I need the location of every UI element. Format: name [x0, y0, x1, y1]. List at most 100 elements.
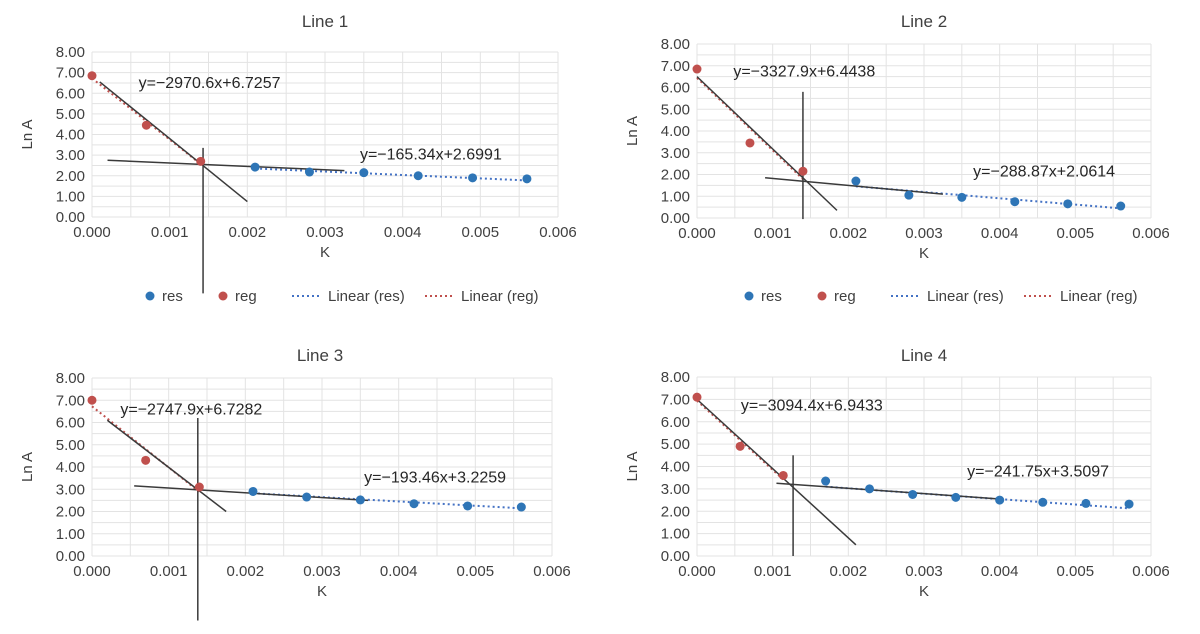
y-tick-label: 5.00 [661, 436, 690, 453]
y-tick-label: 1.00 [56, 526, 85, 543]
point-reg [196, 156, 206, 166]
x-tick-label: 0.006 [533, 563, 571, 580]
x-axis-label: K [317, 583, 327, 600]
y-tick-label: 6.00 [661, 414, 690, 431]
point-res [468, 173, 478, 183]
chart-legend: res reg Linear (res) Linear (reg) [145, 288, 539, 305]
point-res [851, 176, 861, 186]
chart-legend: res reg Linear (res) Linear (reg) [744, 288, 1138, 305]
trendline-equation: y=−165.34x+2.6991 [360, 146, 502, 163]
y-axis-label: Ln A [19, 452, 36, 482]
legend-label: Linear (reg) [1060, 288, 1138, 305]
x-tick-label: 0.003 [306, 224, 344, 241]
legend-item-reg: reg [218, 288, 257, 305]
point-res [908, 489, 918, 499]
legend-label: reg [834, 288, 856, 305]
point-res [1010, 197, 1020, 207]
plot-gridlines [91, 51, 559, 218]
y-tick-label: 3.00 [56, 481, 85, 498]
x-tick-label: 0.003 [905, 225, 943, 242]
chart-title: Line 3 [297, 346, 343, 365]
x-tick-label: 0.003 [905, 563, 943, 580]
point-res [304, 167, 314, 177]
x-tick-label: 0.001 [754, 563, 792, 580]
y-axis-label: Ln A [624, 116, 641, 146]
point-res [904, 190, 914, 200]
point-reg [141, 455, 151, 465]
y-tick-label: 2.00 [661, 167, 690, 184]
y-tick-label: 8.00 [56, 44, 85, 61]
y-tick-label: 8.00 [661, 369, 690, 386]
legend-item-linear-reg: Linear (reg) [1024, 288, 1138, 305]
trendline-equation: y=−3327.9x+6.4438 [733, 64, 875, 81]
construction-line [99, 81, 248, 203]
y-tick-label: 0.00 [56, 209, 85, 226]
point-res [522, 174, 532, 184]
point-reg [745, 138, 755, 148]
trendline-equation: y=−193.46x+3.2259 [364, 470, 506, 487]
point-res [957, 192, 967, 202]
x-tick-label: 0.004 [981, 225, 1019, 242]
plot-gridlines [91, 377, 553, 557]
x-tick-label: 0.001 [754, 225, 792, 242]
point-res [865, 484, 875, 494]
chart-2: Line 2 0.000 0.001 0.002 0.003 0.004 0.005 0.00… [624, 12, 1170, 305]
point-reg [778, 470, 788, 480]
y-tick-label: 2.00 [56, 168, 85, 185]
legend-item-linear-reg: Linear (reg) [425, 288, 539, 305]
x-tick-label: 0.000 [678, 225, 716, 242]
legend-item-reg: reg [817, 288, 856, 305]
x-tick-label: 0.006 [539, 224, 577, 241]
y-tick-label: 6.00 [56, 415, 85, 432]
chart-1: Line 1 0.000 0.001 0.002 0.003 0.004 0.005 0.00… [19, 12, 577, 305]
y-tick-label: 5.00 [56, 437, 85, 454]
x-tick-label: 0.005 [1057, 225, 1095, 242]
x-tick-label: 0.005 [457, 563, 495, 580]
trendline-linear-res [255, 167, 527, 182]
trendline-equation: y=−2747.9x+6.7282 [120, 402, 262, 419]
construction-line [107, 159, 345, 172]
point-res [951, 492, 961, 502]
chart-3: Line 3 0.000 0.001 0.002 0.003 0.004 0.005 0.00… [19, 346, 571, 621]
y-axis-label: Ln A [624, 451, 641, 481]
legend-marker [145, 291, 155, 301]
y-tick-label: 7.00 [661, 391, 690, 408]
y-tick-label: 5.00 [661, 101, 690, 118]
point-res [995, 495, 1005, 505]
x-axis-label: K [919, 583, 929, 600]
x-tick-label: 0.002 [830, 563, 868, 580]
point-reg [735, 441, 745, 451]
point-res [413, 171, 423, 181]
point-res [463, 501, 473, 511]
point-reg [141, 120, 151, 130]
x-tick-label: 0.001 [150, 563, 188, 580]
y-tick-label: 2.00 [56, 504, 85, 521]
legend-item-linear-res: Linear (res) [891, 288, 1004, 305]
legend-item-linear-res: Linear (res) [292, 288, 405, 305]
trendline-equation: y=−241.75x+3.5097 [967, 464, 1109, 481]
x-tick-label: 0.005 [1057, 563, 1095, 580]
y-tick-label: 6.00 [661, 80, 690, 97]
x-axis-label: K [919, 245, 929, 262]
y-tick-label: 2.00 [661, 503, 690, 520]
y-tick-label: 7.00 [56, 65, 85, 82]
construction-line [776, 482, 1000, 500]
y-tick-label: 3.00 [661, 481, 690, 498]
x-tick-label: 0.003 [303, 563, 341, 580]
y-tick-label: 3.00 [56, 147, 85, 164]
x-axis-label: K [320, 244, 330, 261]
x-tick-label: 0.000 [678, 563, 716, 580]
x-tick-label: 0.006 [1132, 225, 1170, 242]
point-res [1063, 199, 1073, 209]
point-res [1081, 498, 1091, 508]
y-tick-label: 7.00 [56, 392, 85, 409]
point-res [1038, 497, 1048, 507]
x-tick-label: 0.005 [462, 224, 500, 241]
plot-gridlines [696, 376, 1152, 557]
point-res [302, 492, 312, 502]
y-tick-label: 6.00 [56, 85, 85, 102]
legend-marker [744, 291, 754, 301]
y-tick-label: 4.00 [56, 127, 85, 144]
x-tick-label: 0.002 [830, 225, 868, 242]
y-tick-label: 5.00 [56, 106, 85, 123]
